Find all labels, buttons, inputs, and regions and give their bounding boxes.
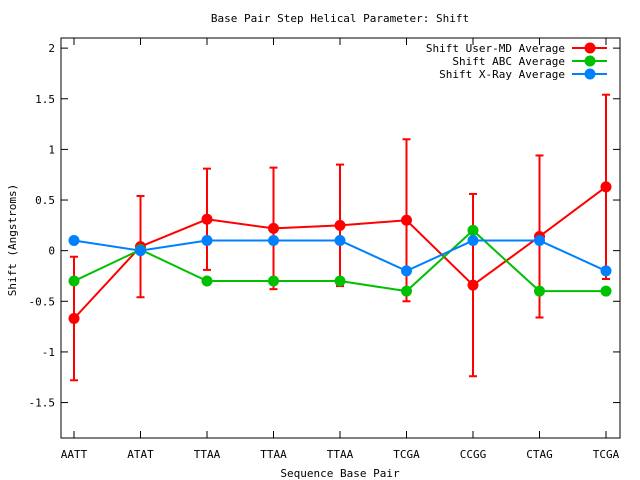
y-tick-label: 0 xyxy=(48,245,55,258)
y-axis: -1.5 -1 -0.5 0 0.5 1 1.5 2 xyxy=(29,42,620,410)
data-point xyxy=(268,275,279,287)
x-tick-label: TTAA xyxy=(260,448,287,461)
y-tick-label: 1.5 xyxy=(35,93,55,106)
data-point xyxy=(600,265,612,277)
data-point xyxy=(334,275,346,287)
legend-marker xyxy=(584,68,596,80)
series-1 xyxy=(68,224,612,297)
data-point xyxy=(600,285,612,297)
x-tick-label: TCGA xyxy=(393,448,420,461)
data-point xyxy=(334,219,346,231)
legend-label: Shift ABC Average xyxy=(452,55,565,68)
data-point xyxy=(401,285,412,297)
x-axis-label: Sequence Base Pair xyxy=(280,467,400,480)
y-tick-label: -1 xyxy=(42,346,55,359)
data-point xyxy=(68,235,80,247)
data-point xyxy=(135,245,146,257)
x-tick-label: TTAA xyxy=(194,448,221,461)
y-tick-label: 1 xyxy=(48,143,55,156)
data-point xyxy=(467,279,479,291)
series-2 xyxy=(68,235,612,277)
x-tick-label: ATAT xyxy=(127,448,154,461)
data-point xyxy=(201,213,213,225)
data-point xyxy=(401,265,412,277)
x-tick-label: AATT xyxy=(61,448,88,461)
data-point xyxy=(534,285,545,297)
series-layer xyxy=(68,93,612,382)
data-point xyxy=(201,235,213,247)
x-axis: AATT ATAT TTAA TTAA TTAA TCGA CCGG CTAG TCGA xyxy=(61,38,620,461)
data-point xyxy=(401,214,412,226)
legend-marker xyxy=(584,55,596,67)
data-point xyxy=(334,235,346,247)
y-tick-label: 2 xyxy=(48,42,55,55)
data-point xyxy=(201,275,213,287)
x-tick-label: CCGG xyxy=(460,448,487,461)
data-point xyxy=(268,222,279,234)
x-tick-label: CTAG xyxy=(526,448,553,461)
legend-label: Shift User-MD Average xyxy=(426,42,565,55)
y-tick-label: -1.5 xyxy=(29,397,56,410)
data-point xyxy=(68,313,80,325)
y-tick-label: -0.5 xyxy=(29,295,56,308)
chart-title: Base Pair Step Helical Parameter: Shift xyxy=(211,12,469,25)
y-tick-label: 0.5 xyxy=(35,194,55,207)
y-axis-label: Shift (Angstroms) xyxy=(6,184,19,297)
data-point xyxy=(467,224,479,236)
legend-marker xyxy=(584,42,596,54)
data-point xyxy=(534,235,545,247)
data-point xyxy=(467,235,479,247)
series-0 xyxy=(68,93,612,382)
data-point xyxy=(268,235,279,247)
data-point xyxy=(600,181,612,193)
legend-label: Shift X-Ray Average xyxy=(439,68,565,81)
data-point xyxy=(68,275,80,287)
x-tick-label: TCGA xyxy=(593,448,620,461)
x-tick-label: TTAA xyxy=(327,448,354,461)
